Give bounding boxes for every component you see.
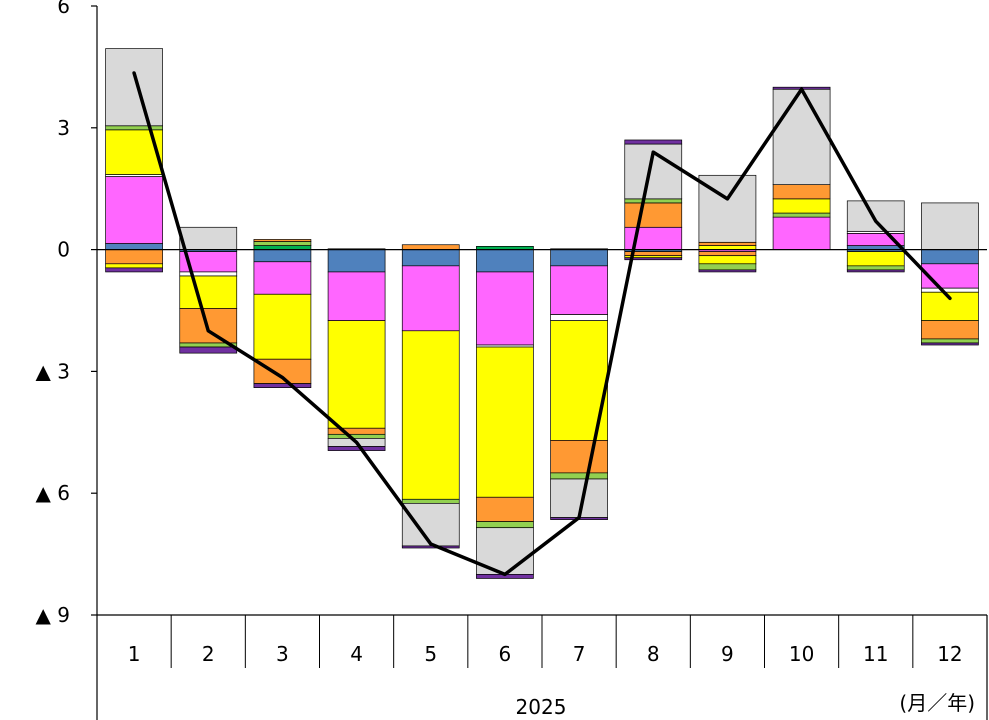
bar-segment — [550, 314, 608, 321]
y-tick-label: ▲ 3 — [36, 359, 70, 383]
bar-segment — [846, 200, 905, 232]
bar-segment — [476, 249, 534, 273]
bar-segment — [253, 383, 312, 388]
bar-segment — [179, 226, 238, 250]
bar-segment — [698, 245, 757, 250]
bar-segment — [550, 265, 608, 315]
bar-segment — [401, 249, 460, 267]
bar-segment — [327, 320, 386, 429]
bar-segment — [105, 249, 163, 265]
bar-segment — [253, 241, 312, 246]
bar-segment — [105, 176, 163, 244]
bar-segment — [921, 249, 979, 265]
bar-segment — [698, 251, 757, 257]
bar-segment — [401, 244, 460, 250]
bar-segment — [772, 216, 831, 250]
bar-segment — [921, 320, 979, 340]
bar-segment — [550, 249, 608, 267]
bar-segment — [401, 265, 460, 332]
bars-layer — [105, 48, 979, 579]
line-series — [132, 71, 952, 577]
y-tick-label: ▲ 6 — [36, 481, 70, 505]
bar-segment — [105, 263, 163, 269]
bar-segment — [105, 243, 163, 250]
bar-segment — [921, 338, 979, 344]
x-tick-label: 9 — [721, 642, 734, 666]
bar-segment — [401, 503, 460, 547]
bar-segment — [698, 269, 757, 273]
bar-segment — [327, 427, 386, 435]
x-tick-label: 3 — [276, 642, 289, 666]
y-tick-label: 3 — [57, 116, 70, 140]
x-tick-label: 12 — [937, 642, 962, 666]
bar-segment — [772, 88, 831, 185]
bar-segment — [401, 498, 460, 504]
bar-segment — [401, 330, 460, 500]
bar-segment — [327, 446, 386, 451]
bar-segment — [698, 263, 757, 271]
bar-segment — [624, 202, 683, 228]
bar-segment — [105, 125, 163, 131]
bar-segment — [921, 263, 979, 289]
x-tick-label: 4 — [350, 642, 363, 666]
bar-segment — [698, 241, 757, 246]
x-tick-label: 5 — [424, 642, 437, 666]
bar-segment — [476, 521, 534, 529]
bar-segment — [105, 48, 163, 127]
y-tick-label: 6 — [57, 0, 70, 18]
bar-segment — [179, 275, 238, 309]
bar-segment — [253, 239, 312, 242]
bar-segment — [327, 249, 386, 273]
bar-segment — [772, 184, 831, 200]
x-tick-label: 8 — [647, 642, 660, 666]
bar-segment — [327, 271, 386, 321]
bar-segment — [253, 249, 312, 263]
bar-segment — [921, 202, 979, 250]
x-tick-label: 11 — [863, 642, 888, 666]
y-tick-label: ▲ 9 — [36, 603, 70, 627]
bar-segment — [550, 472, 608, 480]
bar-segment — [846, 251, 905, 267]
bar-segment — [921, 342, 979, 346]
y-tick-label: 0 — [57, 238, 70, 262]
line-layer — [132, 71, 952, 577]
bar-segment — [846, 269, 905, 273]
bar-segment — [476, 496, 534, 522]
bar-segment — [846, 245, 905, 250]
bar-segment — [772, 198, 831, 214]
axes-layer — [91, 5, 988, 720]
bar-segment — [476, 346, 534, 498]
bar-segment — [253, 293, 312, 360]
bar-segment — [253, 245, 312, 250]
x-tick-label: 7 — [573, 642, 586, 666]
x-tick-label: 2 — [202, 642, 215, 666]
bar-segment — [624, 139, 683, 145]
bar-segment — [921, 287, 979, 293]
bar-segment — [624, 257, 683, 261]
unit-label: (月／年) — [899, 691, 975, 715]
bar-segment — [476, 271, 534, 346]
year-label: 2025 — [516, 695, 567, 719]
bar-segment — [772, 212, 831, 218]
bar-segment — [105, 267, 163, 273]
bar-segment — [846, 265, 905, 271]
bar-segment — [698, 255, 757, 265]
bar-segment — [550, 440, 608, 474]
x-tick-label: 1 — [128, 642, 141, 666]
labels-layer: 630▲ 3▲ 6▲ 91 2 3 4 5 6 7 8 9 10 11 12 — [36, 0, 963, 666]
bar-segment — [327, 433, 386, 439]
bar-segment — [624, 198, 683, 204]
bar-segment — [179, 346, 238, 354]
bar-segment — [401, 545, 460, 549]
bar-segment — [179, 271, 238, 277]
x-tick-label: 6 — [499, 642, 512, 666]
x-tick-label: 10 — [789, 642, 814, 666]
bar-segment — [253, 261, 312, 295]
